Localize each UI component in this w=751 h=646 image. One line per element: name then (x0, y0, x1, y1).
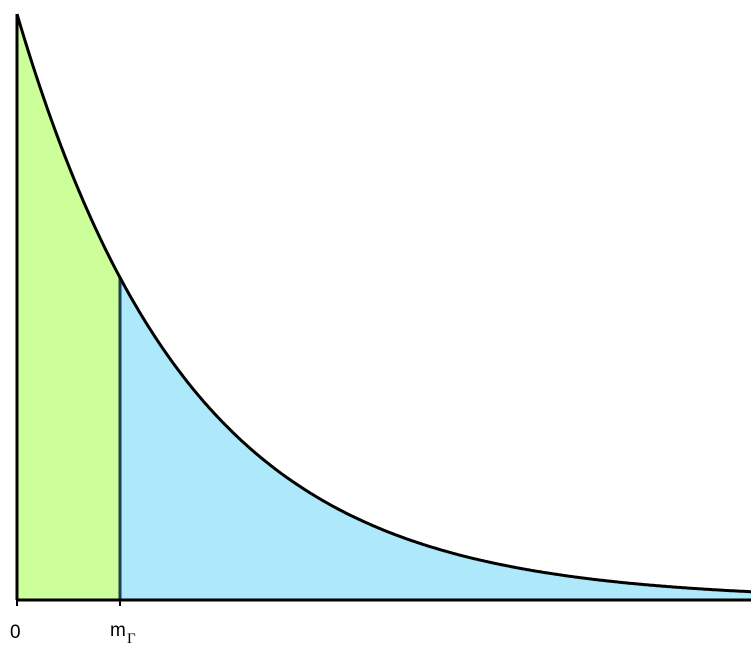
threshold-label-main: m (110, 620, 126, 641)
left-shaded-region (17, 14, 120, 600)
right-shaded-region (120, 277, 751, 600)
threshold-label-subscript: Γ (127, 631, 136, 646)
decay-curve (15, 13, 751, 594)
threshold-label: m Γ (110, 620, 136, 646)
origin-label: 0 (10, 622, 21, 643)
